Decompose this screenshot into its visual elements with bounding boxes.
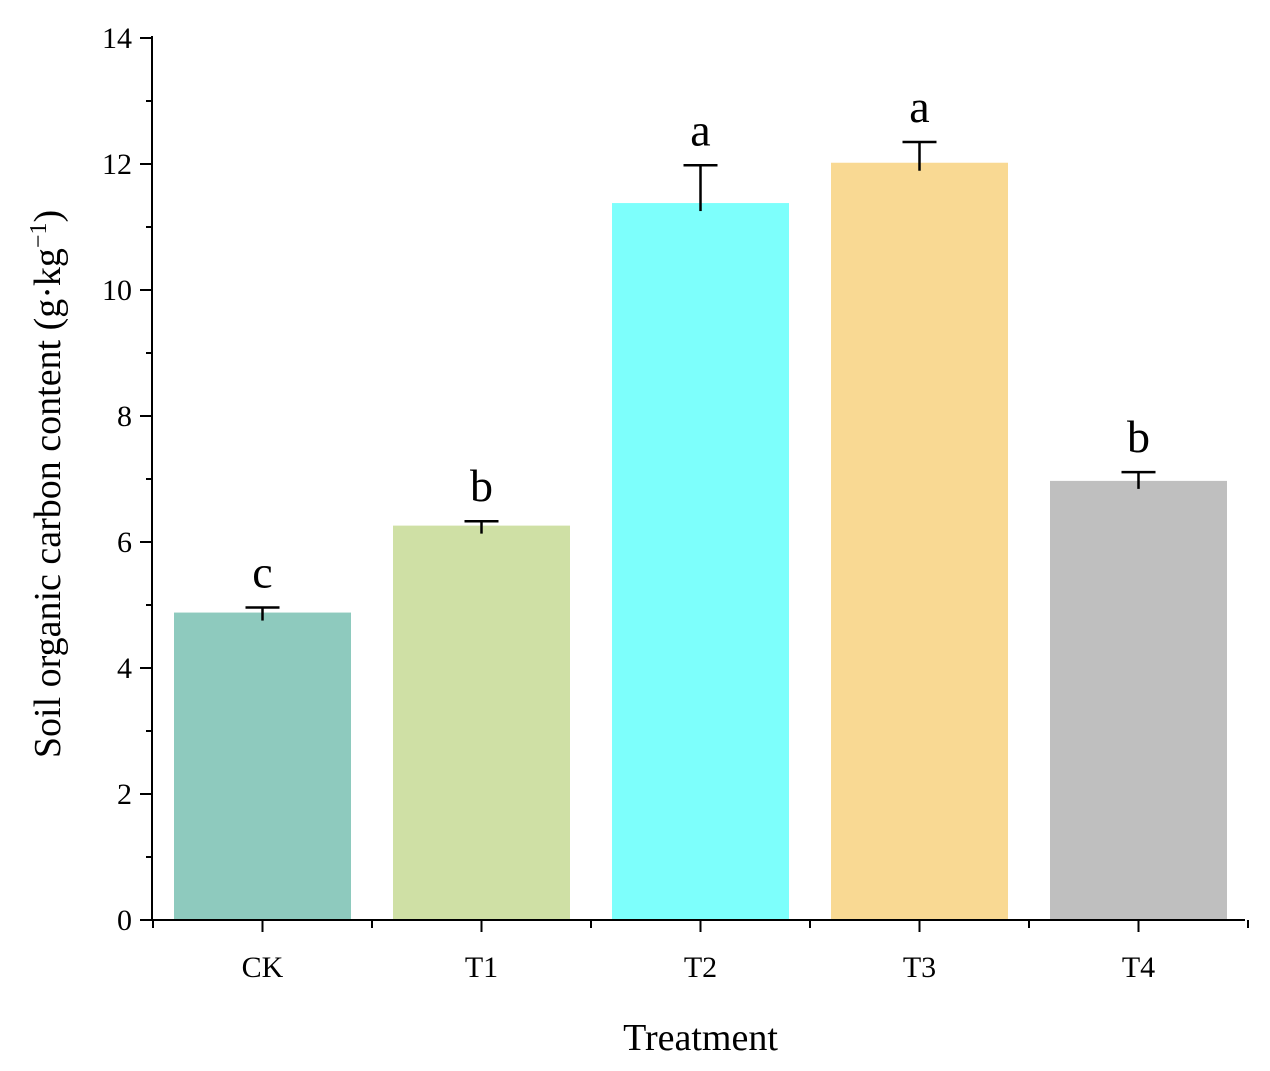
y-tick-label: 12 bbox=[102, 148, 132, 181]
y-axis-title-superscript: −1 bbox=[26, 223, 52, 249]
x-tick-label-t2: T2 bbox=[684, 951, 717, 984]
y-axis-title-close: ) bbox=[27, 210, 69, 223]
bar-t2 bbox=[612, 203, 789, 920]
y-tick-label: 8 bbox=[117, 400, 132, 433]
x-axis-title: Treatment bbox=[623, 1017, 778, 1059]
sig-label-ck: c bbox=[252, 547, 272, 598]
y-ticks-layer: 0 2 4 6 8 10 12 14 bbox=[102, 22, 152, 937]
y-tick-label: 2 bbox=[117, 778, 132, 811]
significance-labels-layer: c b a a b bbox=[252, 81, 1150, 598]
x-tick-label-t3: T3 bbox=[903, 951, 936, 984]
y-tick-label: 14 bbox=[102, 22, 132, 55]
bar-t3 bbox=[831, 162, 1008, 921]
bar-ck bbox=[174, 612, 351, 920]
y-axis-title-main: Soil organic carbon content (g·kg bbox=[27, 248, 69, 758]
y-axis-title: Soil organic carbon content (g·kg−1) bbox=[26, 210, 69, 758]
sig-label-t2: a bbox=[690, 104, 710, 155]
sig-label-t1: b bbox=[470, 460, 493, 511]
y-tick-label: 0 bbox=[117, 904, 132, 937]
error-bars-layer bbox=[245, 140, 1156, 621]
y-tick-label: 4 bbox=[117, 652, 132, 685]
y-tick-label: 6 bbox=[117, 526, 132, 559]
sig-label-t4: b bbox=[1127, 411, 1150, 462]
y-tick-label: 10 bbox=[102, 274, 132, 307]
x-tick-label-t4: T4 bbox=[1122, 951, 1155, 984]
x-ticks-layer: CK T1 T2 T3 T4 bbox=[152, 920, 1249, 984]
bar-t1 bbox=[393, 525, 570, 920]
x-tick-label-ck: CK bbox=[242, 951, 284, 984]
x-tick-label-t1: T1 bbox=[465, 951, 498, 984]
bar-t4 bbox=[1050, 480, 1227, 920]
sig-label-t3: a bbox=[909, 81, 929, 132]
bars-layer bbox=[174, 162, 1227, 921]
